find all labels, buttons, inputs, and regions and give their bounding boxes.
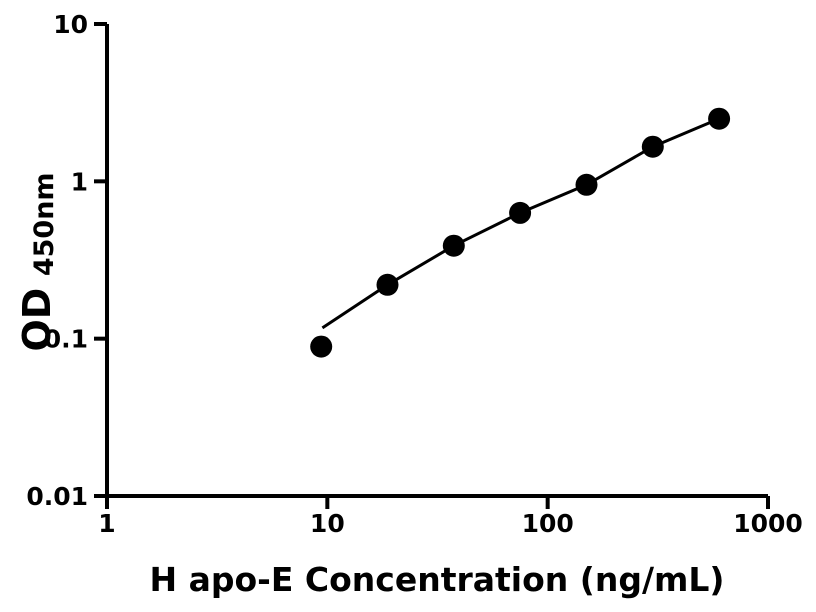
data-point — [442, 234, 465, 257]
x-tick-label: 10 — [310, 509, 345, 538]
data-point — [310, 335, 333, 358]
axis-spines — [105, 24, 768, 498]
y-tick-label: 10 — [53, 10, 88, 39]
axes — [105, 24, 768, 498]
y-axis-title-subscript: 450nm — [29, 172, 60, 276]
y-axis-title-main: OD — [15, 288, 59, 352]
y-axis-title: OD 450nm — [15, 172, 60, 351]
axis-tick-labels: 10 1 0.1 0.01 1 10 100 1000 — [26, 10, 802, 538]
x-tick-label: 1000 — [733, 509, 803, 538]
y-tick-label: 1 — [71, 167, 88, 196]
x-axis-title: H apo-E Concentration (ng/mL) — [149, 560, 724, 599]
x-tick-label: 1 — [98, 509, 115, 538]
y-tick-label: 0.01 — [26, 482, 88, 511]
data-point — [509, 201, 532, 224]
x-tick-label: 100 — [522, 509, 574, 538]
data-points-group — [310, 107, 731, 358]
data-point — [708, 107, 731, 130]
data-point — [575, 173, 598, 196]
y-tick-label: 0.1 — [44, 325, 88, 354]
axis-ticks — [94, 22, 770, 509]
data-point — [376, 273, 399, 296]
data-point — [641, 135, 664, 158]
